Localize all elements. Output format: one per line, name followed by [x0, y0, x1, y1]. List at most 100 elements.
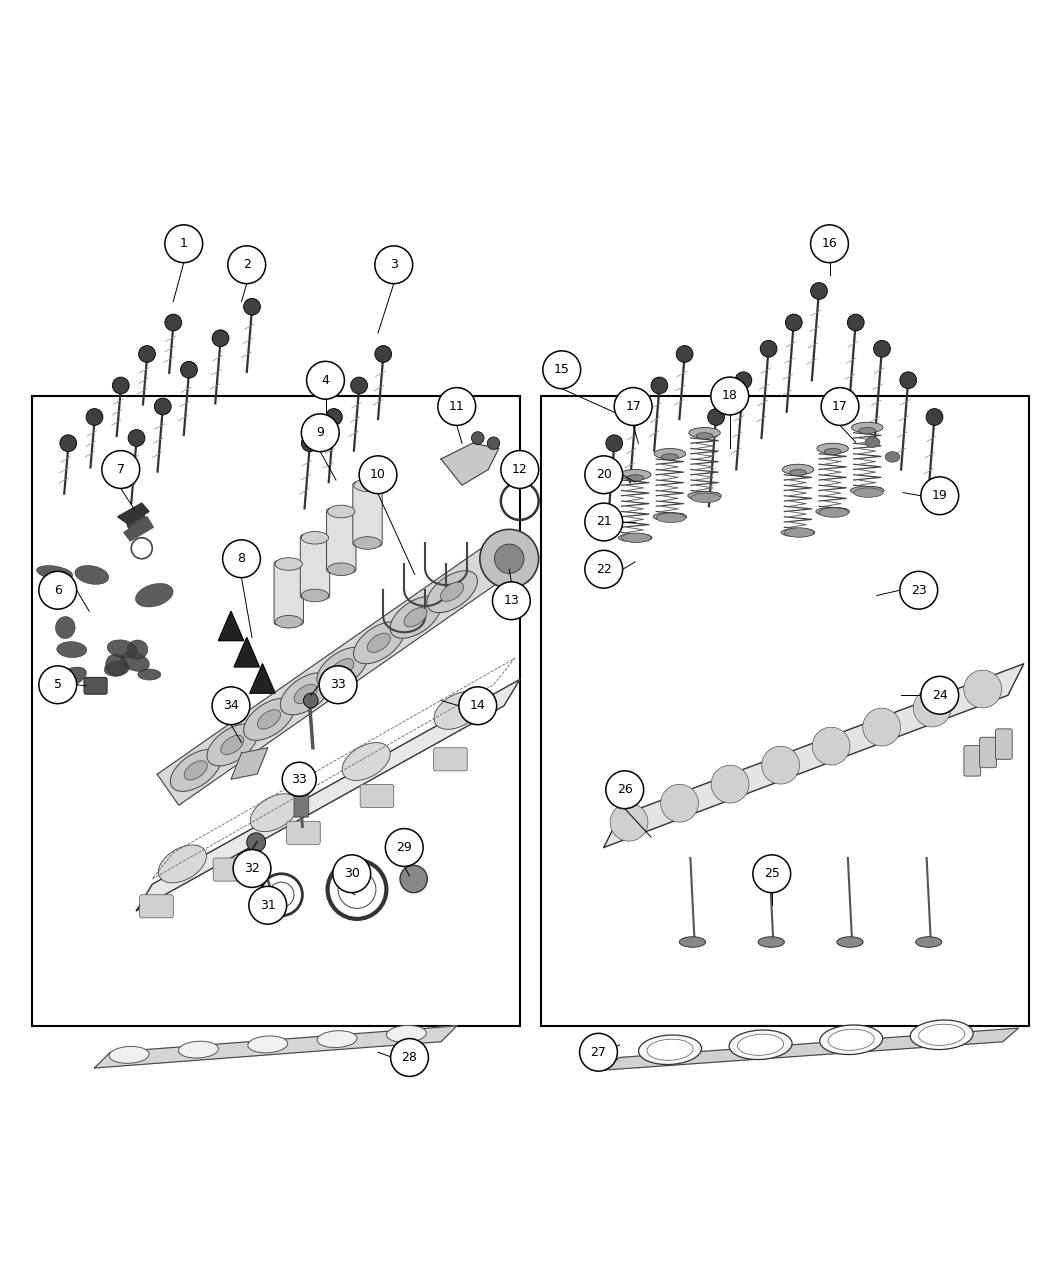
Text: 12: 12: [512, 463, 527, 476]
Ellipse shape: [654, 449, 686, 459]
Circle shape: [438, 388, 476, 426]
Circle shape: [614, 388, 652, 426]
Ellipse shape: [386, 1025, 426, 1043]
Ellipse shape: [301, 532, 329, 544]
FancyBboxPatch shape: [327, 509, 356, 572]
Circle shape: [333, 854, 371, 892]
Text: 17: 17: [832, 400, 848, 413]
Bar: [32, 397, 520, 1026]
FancyBboxPatch shape: [353, 482, 382, 546]
Circle shape: [753, 854, 791, 892]
FancyBboxPatch shape: [274, 561, 303, 625]
Circle shape: [921, 676, 959, 714]
Ellipse shape: [354, 622, 404, 664]
Circle shape: [301, 435, 318, 451]
Ellipse shape: [850, 486, 884, 495]
Polygon shape: [234, 638, 259, 667]
Text: 25: 25: [763, 867, 780, 880]
Circle shape: [811, 224, 848, 263]
Ellipse shape: [404, 608, 427, 627]
Ellipse shape: [696, 432, 713, 439]
FancyBboxPatch shape: [434, 747, 467, 771]
Text: 34: 34: [223, 699, 239, 713]
Ellipse shape: [737, 1034, 783, 1056]
Circle shape: [495, 544, 524, 574]
Text: 32: 32: [244, 862, 260, 875]
Ellipse shape: [790, 469, 806, 476]
Polygon shape: [94, 1026, 457, 1068]
Ellipse shape: [426, 571, 478, 613]
Circle shape: [471, 432, 484, 444]
Text: 21: 21: [596, 515, 611, 529]
Circle shape: [181, 361, 197, 379]
Circle shape: [785, 314, 802, 332]
Text: 15: 15: [553, 363, 570, 376]
Ellipse shape: [331, 659, 354, 678]
Ellipse shape: [109, 1047, 149, 1063]
Text: 29: 29: [397, 842, 412, 854]
Ellipse shape: [178, 1042, 218, 1058]
Circle shape: [375, 346, 392, 362]
Circle shape: [338, 871, 376, 908]
Ellipse shape: [294, 685, 317, 704]
Ellipse shape: [248, 1035, 288, 1053]
Circle shape: [821, 388, 859, 426]
Polygon shape: [158, 533, 525, 806]
Text: 16: 16: [821, 237, 838, 250]
Text: 23: 23: [911, 584, 926, 597]
Circle shape: [60, 435, 77, 451]
Ellipse shape: [854, 488, 883, 497]
Ellipse shape: [618, 533, 652, 542]
Ellipse shape: [250, 794, 298, 831]
Text: 5: 5: [54, 678, 62, 691]
Circle shape: [244, 298, 260, 315]
Circle shape: [964, 671, 1002, 708]
Circle shape: [627, 408, 644, 426]
Ellipse shape: [662, 454, 678, 460]
Ellipse shape: [819, 507, 848, 518]
Ellipse shape: [317, 1030, 357, 1048]
Ellipse shape: [317, 648, 367, 690]
Circle shape: [543, 351, 581, 389]
FancyBboxPatch shape: [964, 746, 981, 776]
Text: 1: 1: [180, 237, 188, 250]
Ellipse shape: [441, 583, 464, 602]
Ellipse shape: [824, 449, 841, 455]
Ellipse shape: [781, 528, 815, 537]
Circle shape: [760, 340, 777, 357]
Ellipse shape: [170, 750, 222, 792]
Ellipse shape: [688, 492, 721, 500]
Ellipse shape: [138, 669, 161, 680]
Ellipse shape: [391, 597, 441, 639]
Polygon shape: [136, 680, 520, 910]
Circle shape: [651, 377, 668, 394]
Circle shape: [282, 762, 316, 797]
Circle shape: [811, 283, 827, 300]
Circle shape: [319, 666, 357, 704]
Circle shape: [228, 246, 266, 283]
Text: 7: 7: [117, 463, 125, 476]
Ellipse shape: [75, 566, 109, 584]
Text: 19: 19: [932, 490, 947, 502]
Ellipse shape: [220, 736, 244, 755]
Circle shape: [606, 771, 644, 808]
Circle shape: [112, 377, 129, 394]
Circle shape: [385, 829, 423, 867]
Ellipse shape: [910, 1020, 973, 1049]
Ellipse shape: [653, 513, 687, 521]
Polygon shape: [124, 516, 153, 541]
Text: 3: 3: [390, 259, 398, 272]
Circle shape: [307, 361, 344, 399]
Circle shape: [847, 314, 864, 332]
Circle shape: [86, 408, 103, 426]
Circle shape: [585, 504, 623, 541]
Ellipse shape: [301, 589, 329, 602]
Text: 6: 6: [54, 584, 62, 597]
Bar: [541, 397, 1029, 1026]
FancyBboxPatch shape: [300, 534, 330, 599]
Ellipse shape: [368, 634, 391, 653]
Ellipse shape: [691, 493, 720, 502]
Ellipse shape: [275, 616, 302, 629]
Circle shape: [139, 346, 155, 362]
Circle shape: [863, 708, 901, 746]
